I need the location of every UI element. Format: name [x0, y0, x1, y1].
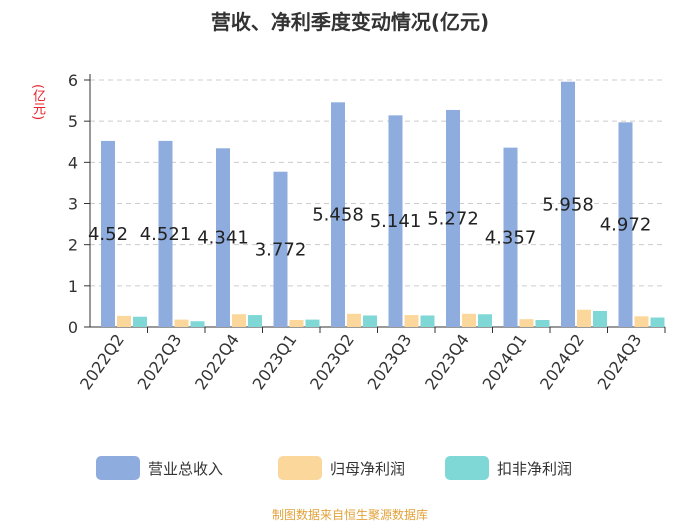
- y-tick-label: 3: [68, 195, 78, 214]
- bar-net-profit: [232, 314, 246, 327]
- bar-deducted-profit: [133, 316, 147, 327]
- bar-net-profit: [347, 313, 361, 327]
- legend-label-deducted-profit: 扣非净利润: [497, 459, 573, 478]
- y-tick-label: 1: [68, 277, 78, 296]
- x-tick-label: 2024Q1: [479, 330, 531, 393]
- chart-plot: 0 1 2 3 4 5 6 4.52 2022Q2 4.521 2022Q3 4.341 2022Q4 3…: [68, 71, 666, 393]
- legend-swatch-revenue: [96, 456, 140, 480]
- legend-label-revenue: 营业总收入: [148, 459, 224, 478]
- data-label: 5.958: [542, 194, 594, 215]
- y-tick-label: 5: [68, 112, 78, 131]
- bar-net-profit: [519, 319, 534, 327]
- bar-revenue: [101, 140, 115, 327]
- y-tick-label: 6: [68, 71, 78, 90]
- x-tick-label: 2022Q3: [134, 330, 186, 393]
- legend-item-deducted-profit[interactable]: 扣非净利润: [445, 454, 572, 482]
- chart-title: 营收、净利季度变动情况(亿元): [210, 10, 490, 34]
- source-note: 制图数据来自恒生聚源数据库: [271, 508, 428, 522]
- bar-net-profit: [117, 315, 131, 327]
- x-tick-label: 2023Q3: [364, 330, 416, 393]
- bar-deducted-profit: [248, 315, 262, 327]
- bar-deducted-profit: [305, 319, 320, 327]
- data-label: 5.141: [370, 211, 422, 232]
- data-label: 4.357: [485, 227, 537, 248]
- bar-revenue: [618, 122, 633, 327]
- y-tick-label: 0: [68, 318, 78, 337]
- data-label: 4.52: [88, 224, 128, 245]
- bar-deducted-profit: [478, 314, 492, 327]
- bar-net-profit: [289, 320, 304, 327]
- bar-revenue: [446, 109, 460, 327]
- x-tick-label: 2022Q2: [76, 330, 128, 393]
- x-tick-label: 2024Q3: [594, 330, 646, 393]
- chart-legend: 营业总收入 归母净利润 扣非净利润: [0, 454, 700, 482]
- bar-net-profit: [174, 319, 189, 327]
- legend-item-net-profit[interactable]: 归母净利润: [278, 454, 405, 482]
- bar-deducted-profit: [190, 321, 205, 327]
- legend-swatch-deducted-profit: [445, 456, 489, 480]
- data-label: 4.521: [140, 224, 192, 245]
- bar-deducted-profit: [363, 315, 377, 327]
- bar-revenue: [503, 147, 518, 327]
- x-tick-label: 2024Q2: [536, 330, 588, 393]
- x-tick-label: 2023Q2: [306, 330, 358, 393]
- data-label: 4.341: [197, 228, 249, 249]
- data-label: 3.772: [255, 239, 307, 260]
- bar-deducted-profit: [535, 320, 550, 327]
- bar-deducted-profit: [593, 310, 607, 327]
- bar-deducted-profit: [650, 317, 665, 327]
- bar-revenue: [216, 148, 230, 327]
- bar-revenue: [331, 102, 345, 327]
- bar-net-profit: [577, 309, 591, 327]
- data-label: 5.272: [427, 208, 479, 229]
- bar-net-profit: [634, 316, 649, 327]
- bar-net-profit: [404, 315, 419, 327]
- x-tick-label: 2022Q4: [191, 330, 243, 393]
- y-tick-label: 4: [68, 153, 78, 172]
- bar-net-profit: [462, 313, 476, 327]
- y-tick-label: 2: [68, 236, 78, 255]
- legend-item-revenue[interactable]: 营业总收入: [96, 454, 223, 482]
- legend-label-net-profit: 归母净利润: [330, 459, 406, 478]
- bar-revenue: [273, 171, 288, 327]
- data-label: 5.458: [312, 205, 364, 226]
- bar-revenue: [561, 81, 575, 327]
- data-label: 4.972: [600, 215, 652, 236]
- bar-revenue: [388, 115, 403, 327]
- y-axis-unit-label: (亿元): [30, 84, 45, 121]
- legend-swatch-net-profit: [278, 456, 322, 480]
- bar-deducted-profit: [420, 315, 435, 327]
- bar-revenue: [158, 140, 173, 327]
- x-tick-label: 2023Q4: [421, 330, 473, 393]
- x-tick-label: 2023Q1: [249, 330, 301, 393]
